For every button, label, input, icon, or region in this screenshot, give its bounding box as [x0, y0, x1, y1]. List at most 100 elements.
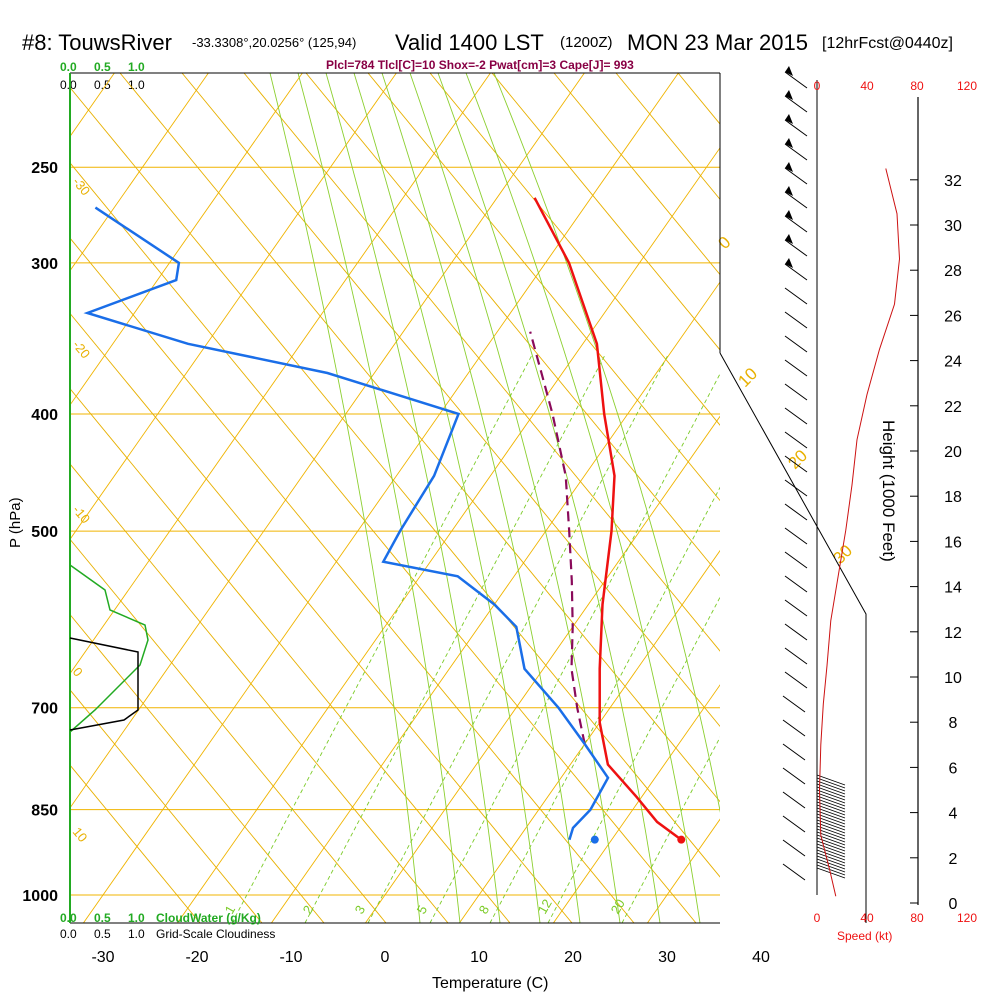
wind-barb-low — [816, 864, 846, 876]
temperature-tick: -30 — [91, 949, 114, 966]
height-axis-label: Height (1000 Feet) — [879, 420, 898, 562]
pressure-tick-700: 700 — [31, 701, 58, 718]
wind-barb-low — [816, 795, 846, 807]
dry-adiabat — [243, 73, 720, 652]
pressure-axis-label: P (hPa) — [7, 497, 24, 548]
mixing-ratio-line — [547, 596, 720, 923]
moist-adiabat-label: 20 — [784, 446, 811, 473]
wind-barb-low — [816, 816, 846, 828]
height-tick-label: 32 — [944, 173, 962, 190]
speed-profile — [818, 168, 901, 897]
height-tick-label: 12 — [944, 625, 962, 642]
speed-tick-top: 80 — [910, 79, 924, 93]
dry-adiabat — [181, 73, 720, 727]
wind-barb — [784, 527, 808, 545]
wind-barb-low — [816, 780, 846, 792]
wind-barb — [782, 839, 806, 857]
height-tick-label: 6 — [949, 760, 958, 777]
cloudiness-tick-bottom-2: 1.0 — [128, 927, 145, 941]
dry-adiabat — [70, 312, 573, 923]
wind-barb-flag — [785, 258, 793, 268]
speed-tick-bottom: 0 — [814, 911, 821, 925]
dry-adiabat — [429, 73, 720, 426]
dry-adiabat-lines — [70, 73, 720, 923]
valid-date: MON 23 Mar 2015 — [627, 30, 808, 55]
zulu-time: (1200Z) — [560, 34, 613, 51]
cloudwater-tick-top-2: 1.0 — [128, 60, 145, 74]
pressure-tick-1000: 1000 — [22, 888, 58, 905]
dry-adiabat — [367, 73, 720, 502]
wind-barb-low — [816, 801, 846, 813]
wind-barb-low — [816, 843, 846, 855]
isotherm — [70, 73, 303, 406]
wind-barb-low — [816, 786, 846, 798]
station-title: #8: TouwsRiver — [22, 30, 172, 55]
dry-adiabat — [70, 237, 635, 923]
cloudiness-tick-top-2: 1.0 — [128, 78, 145, 92]
mixing-ratio-line — [304, 354, 606, 923]
wind-barb-low — [816, 792, 846, 804]
pressure-tick-500: 500 — [31, 524, 58, 541]
pressure-tick-250: 250 — [31, 160, 58, 177]
wind-barb — [782, 695, 806, 713]
dry-adiabat — [70, 463, 449, 923]
height-tick-label: 22 — [944, 399, 962, 416]
wind-barb — [784, 191, 808, 209]
moist-adiabat-lines — [269, 73, 720, 923]
wind-barb-low — [816, 813, 846, 825]
wind-barb-flag — [785, 210, 793, 220]
cloud-scale-bottom: 0.0 0.5 1.0 CloudWater (g/Kg) 0.0 0.5 1.… — [60, 911, 275, 941]
speed-axis-top: 0 40 80 120 — [814, 79, 978, 93]
wind-barb — [784, 287, 808, 305]
wind-barb — [784, 95, 808, 113]
wind-barb — [784, 623, 808, 641]
isotherm — [553, 684, 720, 923]
cloudwater-tick-bottom-1: 0.5 — [94, 911, 111, 925]
wind-barb — [784, 479, 808, 497]
dry-adiabat — [70, 689, 263, 923]
moist-adiabat — [409, 73, 621, 923]
temperature-tick: 30 — [658, 949, 676, 966]
dry-adiabat — [70, 162, 697, 923]
wind-barb — [782, 791, 806, 809]
speed-axis-label: Speed (kt) — [837, 929, 892, 943]
wind-barb — [784, 167, 808, 185]
wind-barb-low — [816, 846, 846, 858]
dry-adiabat — [70, 764, 201, 923]
isotherm — [365, 415, 720, 923]
dry-adiabat-label: -10 — [70, 502, 94, 526]
wind-barb — [784, 215, 808, 233]
parcel-trace — [529, 331, 586, 745]
wind-barb — [784, 455, 808, 473]
pressure-axis-ticks: 250 300 400 500 700 850 1000 — [22, 160, 58, 905]
speed-tick-top: 40 — [860, 79, 874, 93]
temperature-tick: 0 — [381, 949, 390, 966]
speed-tick-top: 0 — [814, 79, 821, 93]
mixing-ratio-label: 3 — [352, 903, 369, 917]
cloudwater-profile — [69, 564, 149, 733]
wind-barb — [784, 599, 808, 617]
moist-adiabat — [269, 73, 421, 923]
wind-barb — [782, 815, 806, 833]
wind-barb-low — [816, 819, 846, 831]
moist-adiabat-label: 30 — [829, 541, 856, 568]
cloud-scale-top: 0.0 0.5 1.0 0.0 0.5 1.0 — [60, 60, 145, 92]
wind-barb-flag — [785, 66, 793, 76]
wind-barb — [784, 647, 808, 665]
temperature-axis-label: Temperature (C) — [432, 975, 548, 992]
height-tick-label: 4 — [949, 806, 958, 823]
height-tick-label: 18 — [944, 489, 962, 506]
wind-barb-low — [816, 810, 846, 822]
mixing-ratio-line — [489, 486, 720, 923]
wind-barb — [784, 359, 808, 377]
wind-barb-flag — [785, 90, 793, 100]
wind-barb-low — [816, 774, 846, 786]
temperature-tick: 40 — [752, 949, 770, 966]
cloudwater-tick-top-1: 0.5 — [94, 60, 111, 74]
wind-barb — [782, 743, 806, 761]
moist-adiabat — [465, 73, 701, 923]
wind-barb-flag — [785, 186, 793, 196]
mixing-ratio-label: 20 — [608, 896, 628, 916]
dry-adiabat — [70, 538, 387, 923]
